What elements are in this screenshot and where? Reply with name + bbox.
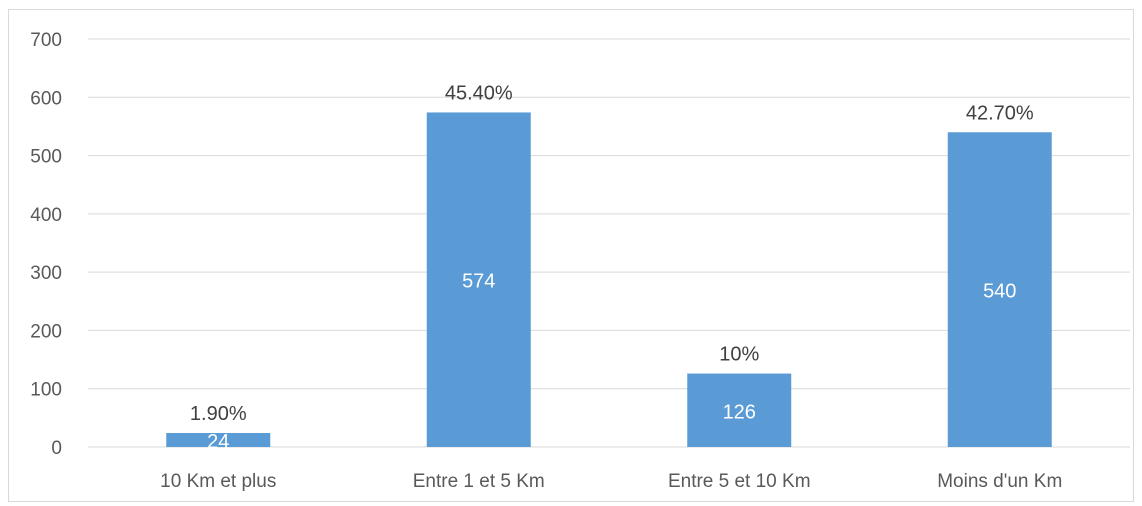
bar-percent-label: 45.40% (445, 82, 513, 104)
y-tick-label: 500 (30, 147, 62, 168)
y-axis-tick-labels: 0 100 200 300 400 500 600 700 (30, 30, 62, 459)
bar-percent-label: 10% (719, 344, 759, 366)
bar (166, 433, 271, 447)
bar (687, 373, 792, 447)
bar-percent-label: 42.70% (966, 102, 1034, 124)
data-labels: 24 1.90% 574 45.40% 126 10% 540 42.70% (190, 82, 1034, 453)
x-axis-category-labels: 10 Km et plus Entre 1 et 5 Km Entre 5 et 1… (160, 471, 1062, 492)
bar-value-label: 24 (207, 431, 229, 453)
y-tick-label: 600 (30, 88, 62, 109)
y-tick-label: 300 (30, 263, 62, 284)
y-tick-label: 700 (30, 30, 62, 51)
x-category-label: Moins d'un Km (937, 471, 1062, 492)
y-tick-label: 0 (51, 438, 62, 459)
y-tick-label: 100 (30, 380, 62, 401)
x-category-label: 10 Km et plus (160, 471, 276, 492)
x-category-label: Entre 5 et 10 Km (668, 471, 811, 492)
bar-value-label: 574 (462, 271, 495, 293)
bar (947, 132, 1052, 447)
chart-frame (8, 9, 1134, 502)
y-tick-label: 400 (30, 205, 62, 226)
bar-value-label: 126 (723, 401, 756, 423)
y-tick-label: 200 (30, 321, 62, 342)
bar (426, 112, 531, 447)
bar-value-label: 540 (983, 281, 1016, 303)
x-category-label: Entre 1 et 5 Km (413, 471, 545, 492)
bars (166, 112, 1052, 447)
bar-percent-label: 1.90% (190, 403, 247, 425)
